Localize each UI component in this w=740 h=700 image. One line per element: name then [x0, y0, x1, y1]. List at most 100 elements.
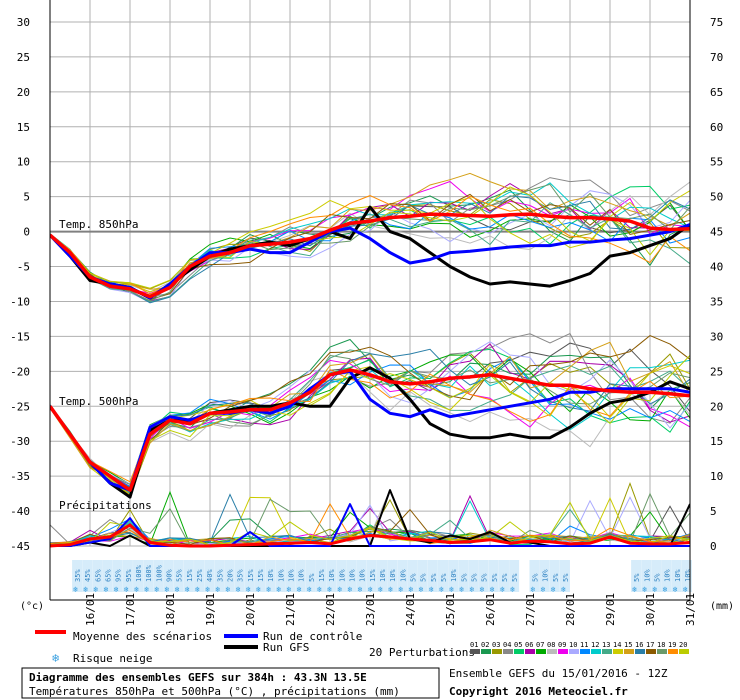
- left-tick-label: -45: [10, 540, 30, 553]
- snow-risk-value: 5%: [633, 573, 641, 582]
- snow-risk-value: 40%: [206, 569, 214, 582]
- snow-risk-flake-icon: ❄: [246, 585, 251, 594]
- right-tick-label: 35: [710, 295, 723, 308]
- perturbation-id-label: 20: [679, 641, 687, 649]
- perturbation-lines: [50, 172, 690, 547]
- footer-title: Diagramme des ensembles GEFS sur 384h : …: [29, 671, 367, 684]
- footer-box: [21, 667, 440, 699]
- footer-copyright: Copyright 2016 Meteociel.fr: [449, 685, 628, 698]
- snow-risk-value: 10%: [643, 569, 651, 582]
- snow-risk-value: 55%: [176, 569, 184, 582]
- snow-risk-flake-icon: ❄: [551, 585, 556, 594]
- snow-risk-flake-icon: ❄: [287, 585, 292, 594]
- snow-risk-value: 10%: [684, 569, 692, 582]
- perturbation-swatch: [624, 649, 634, 654]
- mean-precip-line: [50, 523, 690, 548]
- snow-risk-flake-icon: ❄: [500, 585, 505, 594]
- right-tick-label: 50: [710, 191, 723, 204]
- snow-risk-flake-icon: ❄: [632, 585, 637, 594]
- perturbation-swatch: [481, 649, 491, 654]
- snow-risk-value: 10%: [349, 569, 357, 582]
- snow-risk-flake-icon: ❄: [226, 585, 231, 594]
- snow-risk-flake-icon: ❄: [469, 585, 474, 594]
- snow-risk-cell: [255, 560, 266, 592]
- left-tick-label: -25: [10, 400, 30, 413]
- snow-risk-cell: [204, 560, 215, 592]
- left-tick-label: -20: [10, 365, 30, 378]
- snow-risk-flake-icon: ❄: [388, 585, 393, 594]
- snow-risk-cell: [122, 560, 133, 592]
- x-tick-label: 22/01: [324, 593, 337, 626]
- left-tick-label: -10: [10, 295, 30, 308]
- snow-risk-cell: [336, 560, 347, 592]
- snow-risk-cell: [641, 560, 652, 592]
- snow-risk-value: 5%: [501, 573, 509, 582]
- perturbation-swatch: [679, 649, 689, 654]
- left-tick-label: -30: [10, 435, 30, 448]
- perturbation-id-label: 09: [558, 641, 566, 649]
- snow-risk-cell: [498, 560, 509, 592]
- right-tick-label: 25: [710, 365, 723, 378]
- control-precip-line: [50, 503, 690, 547]
- snow-risk-cell: [265, 560, 276, 592]
- snow-risk-value: 90%: [166, 569, 174, 582]
- perturbation-id-label: 05: [514, 641, 522, 649]
- snow-risk-cell: [214, 560, 225, 592]
- snow-risk-cell: [417, 560, 428, 592]
- perturbation-id-label: 04: [503, 641, 511, 649]
- right-tick-label: 65: [710, 86, 723, 99]
- snow-risk-value: 35%: [237, 569, 245, 582]
- snow-risk-flake-icon: ❄: [408, 585, 413, 594]
- left-axis-unit: (°c): [20, 601, 44, 612]
- footer-run-info: Ensemble GEFS du 15/01/2016 - 12Z: [449, 667, 668, 680]
- snow-risk-cell: [183, 560, 194, 592]
- legend-snow-label: Risque neige: [73, 652, 152, 665]
- perturbation-id-label: 17: [646, 641, 654, 649]
- snow-risk-flake-icon: ❄: [439, 585, 444, 594]
- snow-risk-value: 15%: [257, 569, 265, 582]
- snow-risk-cell: [224, 560, 235, 592]
- left-tick-label: -35: [10, 470, 30, 483]
- snow-risk-flake-icon: ❄: [429, 585, 434, 594]
- snow-risk-cell: [529, 560, 540, 592]
- snow-risk-flake-icon: ❄: [337, 585, 342, 594]
- snow-risk-flake-icon: ❄: [144, 585, 149, 594]
- footer-subtitle: Températures 850hPa et 500hPa (°C) , pré…: [29, 685, 400, 698]
- snow-risk-cell: [133, 560, 144, 592]
- snow-risk-value: 65%: [105, 569, 113, 582]
- right-tick-label: 30: [710, 330, 723, 343]
- perturbation-swatch: [613, 649, 623, 654]
- snow-risk-value: 5%: [511, 573, 519, 582]
- x-tick-label: 20/01: [244, 593, 257, 626]
- x-tick-label: 18/01: [164, 593, 177, 626]
- perturbation-swatch: [580, 649, 590, 654]
- perturbation-id-label: 11: [580, 641, 588, 649]
- perturbation-id-label: 02: [481, 641, 489, 649]
- perturbation-swatch: [470, 649, 480, 654]
- snow-risk-value: 10%: [389, 569, 397, 582]
- left-tick-label: 20: [17, 86, 30, 99]
- perturbation-20-t850: [50, 186, 690, 289]
- left-tick-label: -15: [10, 330, 30, 343]
- snow-risk-cell: [326, 560, 337, 592]
- snow-risk-value: 10%: [359, 569, 367, 582]
- panel-label-t850: Temp. 850hPa: [59, 218, 138, 231]
- mean-t500-line: [50, 368, 690, 492]
- snow-risk-cell: [295, 560, 306, 592]
- footer: Diagramme des ensembles GEFS sur 384h : …: [21, 667, 668, 699]
- legend-control-label: Run de contrôle: [263, 630, 362, 643]
- snow-risk-cell: [448, 560, 459, 592]
- snow-risk-flake-icon: ❄: [490, 585, 495, 594]
- panel-label-t500: Temp. 500hPa: [59, 395, 138, 408]
- perturbation-id-label: 13: [602, 641, 610, 649]
- snow-risk-value: 10%: [399, 569, 407, 582]
- snow-risk-cell: [387, 560, 398, 592]
- snow-risk-flake-icon: ❄: [541, 585, 546, 594]
- gfs-t500-line: [50, 366, 690, 499]
- perturbation-swatch: [558, 649, 568, 654]
- snow-risk-flake-icon: ❄: [327, 585, 332, 594]
- snow-risk-cell: [397, 560, 408, 592]
- perturbation-swatch: [547, 649, 557, 654]
- snowflake-icon: ❄: [52, 651, 59, 665]
- snow-risk-cell: [661, 560, 672, 592]
